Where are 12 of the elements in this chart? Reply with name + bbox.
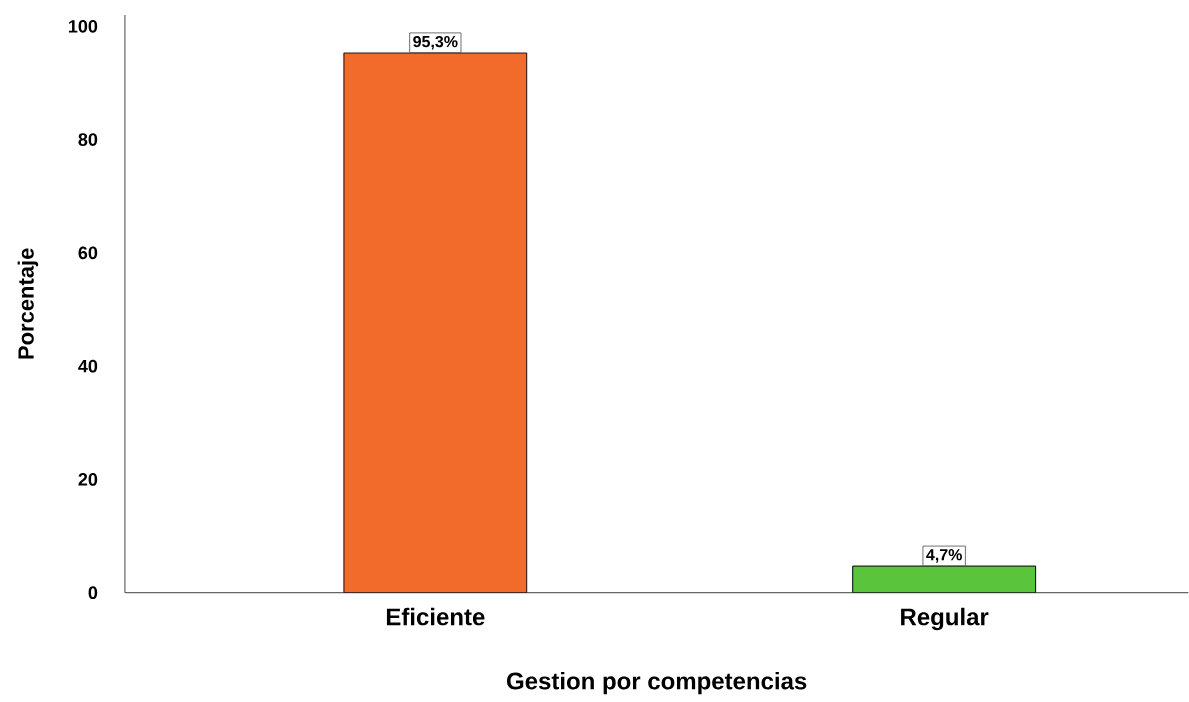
x-tick-label: Eficiente [386, 607, 485, 626]
y-tick-label: 0 [88, 586, 98, 600]
y-axis-title: Porcentaje [17, 248, 39, 359]
y-tick-label: 60 [78, 246, 98, 260]
data-label: 95,3% [413, 36, 458, 50]
data-label: 4,7% [926, 549, 962, 563]
y-tick-label: 80 [78, 133, 98, 147]
y-tick-label: 40 [78, 359, 98, 373]
x-axis-title: Gestion por competencias [507, 672, 807, 695]
y-tick-label: 100 [69, 20, 98, 33]
x-tick-label: Regular [901, 607, 989, 631]
y-tick-label: 20 [78, 473, 98, 486]
